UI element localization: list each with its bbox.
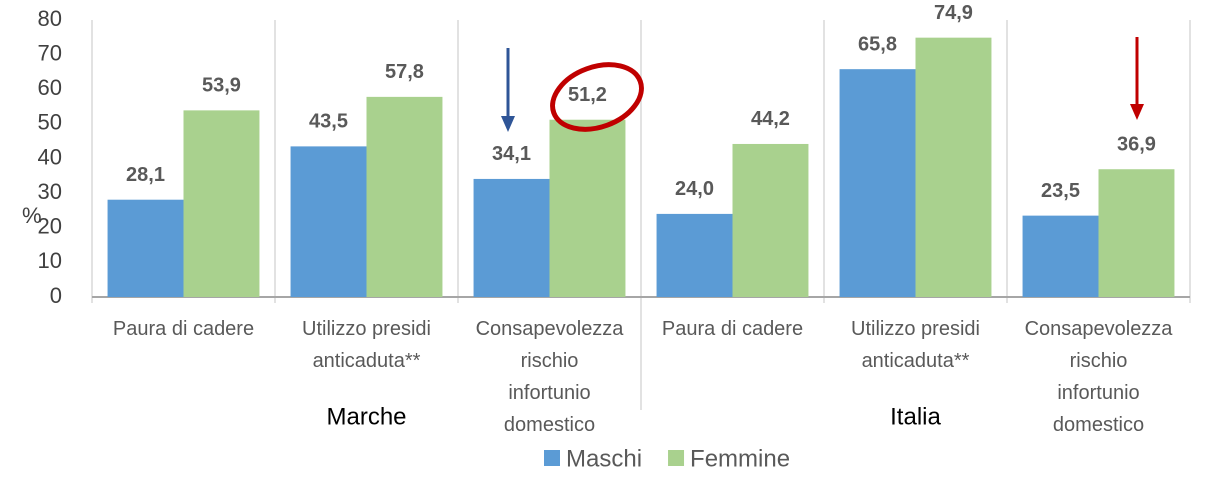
value-label: 74,9 bbox=[934, 2, 973, 24]
bar bbox=[1022, 215, 1099, 297]
group-label: Italia bbox=[890, 403, 941, 430]
legend-swatch bbox=[544, 450, 560, 466]
bar bbox=[290, 146, 367, 297]
group-label: Marche bbox=[326, 403, 406, 430]
y-tick-label: 70 bbox=[38, 40, 62, 65]
bar bbox=[549, 119, 626, 297]
value-label: 43,5 bbox=[309, 111, 348, 133]
bar bbox=[732, 143, 809, 297]
value-label: 65,8 bbox=[858, 33, 897, 55]
y-tick-label: 20 bbox=[38, 214, 62, 239]
x-tick-label: Utilizzo presidi anticaduta** bbox=[302, 318, 431, 372]
arrow-head bbox=[501, 116, 515, 132]
bar bbox=[366, 96, 443, 298]
value-label: 44,2 bbox=[751, 108, 790, 130]
x-tick-label: Paura di cadere bbox=[662, 318, 803, 340]
bar bbox=[839, 69, 916, 297]
highlight-ellipse bbox=[550, 62, 644, 132]
value-label: 24,0 bbox=[675, 178, 714, 200]
y-tick-label: 80 bbox=[38, 6, 62, 31]
x-tick-label: Consapevolezza rischio infortunio domestico bbox=[476, 318, 625, 436]
y-tick-label: 40 bbox=[38, 144, 62, 169]
value-label: 53,9 bbox=[202, 75, 241, 97]
x-tick-label: Consapevolezza rischio infortunio domestico bbox=[1025, 318, 1174, 436]
bar bbox=[107, 199, 184, 297]
y-axis-label: % bbox=[22, 203, 42, 228]
value-label: 23,5 bbox=[1041, 180, 1080, 202]
value-label: 36,9 bbox=[1117, 134, 1156, 156]
bar bbox=[1098, 169, 1175, 297]
bar bbox=[183, 110, 260, 297]
value-label: 57,8 bbox=[385, 61, 424, 83]
arrow-head bbox=[1130, 104, 1144, 120]
legend-swatch bbox=[668, 450, 685, 466]
y-tick-label: 0 bbox=[50, 283, 62, 308]
legend-label: Maschi bbox=[566, 445, 642, 472]
value-label: 51,2 bbox=[568, 84, 607, 106]
y-tick-label: 50 bbox=[38, 110, 62, 135]
y-tick-label: 10 bbox=[38, 248, 62, 273]
annotations bbox=[501, 37, 1144, 132]
value-label: 34,1 bbox=[492, 143, 531, 165]
value-label: 28,1 bbox=[126, 164, 165, 186]
bar bbox=[915, 37, 992, 297]
bar bbox=[656, 213, 733, 297]
y-tick-label: 60 bbox=[38, 75, 62, 100]
legend-label: Femmine bbox=[690, 445, 790, 472]
y-tick-label: 30 bbox=[38, 179, 62, 204]
x-tick-label: Utilizzo presidi anticaduta** bbox=[851, 318, 980, 372]
x-tick-label: Paura di cadere bbox=[113, 318, 254, 340]
bar bbox=[473, 178, 550, 297]
